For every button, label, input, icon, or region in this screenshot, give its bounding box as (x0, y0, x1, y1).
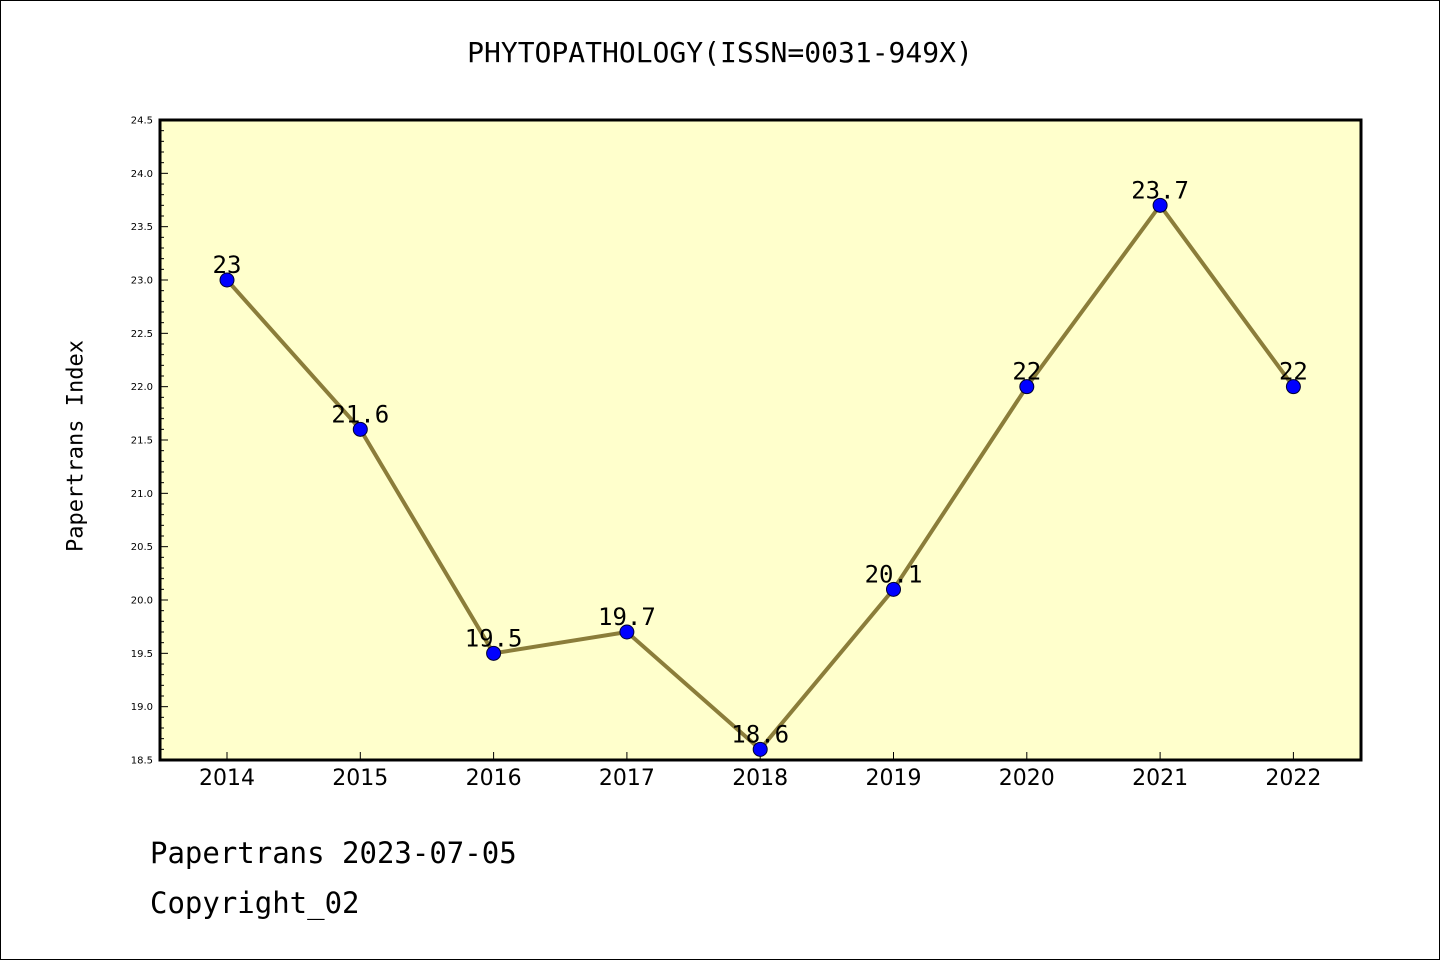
data-label: 22 (1279, 358, 1308, 386)
y-tick-label: 23.0 (131, 276, 153, 287)
x-tick-label: 2021 (1132, 766, 1188, 791)
plot-border (158, 118, 1363, 762)
data-label: 22 (1012, 358, 1041, 386)
y-tick-label: 21.0 (131, 489, 153, 500)
data-point (1019, 379, 1035, 395)
data-point (352, 421, 368, 437)
y-tick-label: 19.5 (131, 649, 153, 660)
x-tick-label: 2019 (866, 766, 922, 791)
x-tick-label: 2017 (599, 766, 655, 791)
y-tick-label: 20.5 (131, 542, 153, 553)
data-label: 21.6 (331, 400, 389, 428)
data-label: 19.5 (465, 624, 523, 652)
data-label: 20.1 (865, 560, 923, 588)
data-point (752, 741, 768, 757)
x-tick-label: 2018 (732, 766, 788, 791)
data-label: 19.7 (598, 603, 656, 631)
data-point (1285, 379, 1301, 395)
data-point (486, 645, 502, 661)
data-label: 23.7 (1131, 176, 1189, 204)
y-tick-label: 24.0 (131, 169, 153, 180)
y-tick-label: 20.0 (131, 596, 153, 607)
footer-copyright: Copyright_02 (150, 886, 360, 920)
plot-area (160, 120, 1361, 760)
y-tick-label: 19.0 (131, 702, 153, 713)
y-tick-label: 21.5 (131, 436, 153, 447)
data-point (619, 624, 635, 640)
data-point (1152, 197, 1168, 213)
data-label: 18.6 (731, 720, 789, 748)
x-tick-label: 2014 (199, 766, 255, 791)
x-tick-label: 2022 (1265, 766, 1321, 791)
y-tick-label: 22.5 (131, 329, 153, 340)
y-tick-label: 22.0 (131, 382, 153, 393)
data-point (886, 581, 901, 597)
x-tick-label: 2016 (466, 766, 522, 791)
x-tick-label: 2020 (999, 766, 1055, 791)
data-point (219, 272, 235, 288)
x-tick-label: 2015 (332, 766, 388, 791)
y-tick-label: 23.5 (131, 222, 153, 233)
footer-date: Papertrans 2023-07-05 (150, 836, 517, 870)
y-tick-label: 18.5 (131, 756, 153, 767)
y-tick-label: 24.5 (131, 116, 153, 127)
chart-title: PHYTOPATHOLOGY(ISSN=0031-949X) (467, 36, 973, 69)
data-label: 23 (213, 251, 242, 279)
